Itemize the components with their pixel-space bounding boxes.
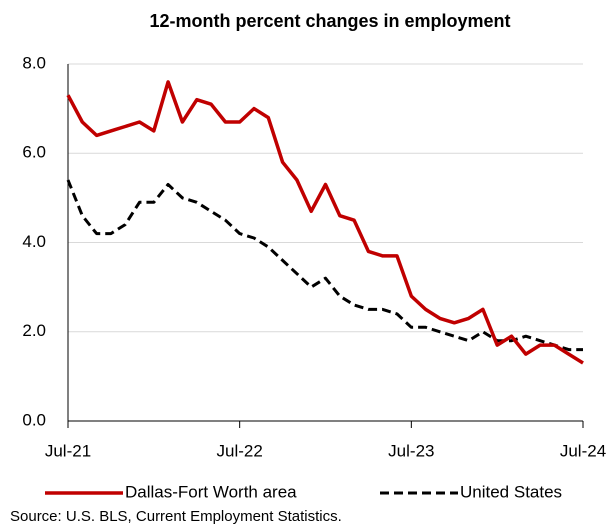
y-tick-label: 6.0 [22, 143, 46, 162]
chart-title: 12-month percent changes in employment [149, 11, 510, 31]
x-tick-label: Jul-23 [388, 441, 434, 460]
y-tick-label: 2.0 [22, 321, 46, 340]
x-tick-label: Jul-22 [217, 441, 263, 460]
x-tick-label: Jul-21 [45, 441, 91, 460]
x-tick-label: Jul-24 [560, 441, 606, 460]
series-line [66, 179, 583, 352]
y-tick-label: 0.0 [22, 410, 46, 429]
legend-label: United States [460, 482, 562, 501]
series-line [66, 80, 584, 365]
legend-label: Dallas-Fort Worth area [125, 482, 297, 501]
source-note: Source: U.S. BLS, Current Employment Sta… [10, 508, 342, 525]
y-tick-label: 4.0 [22, 232, 46, 251]
y-tick-label: 8.0 [22, 53, 46, 72]
